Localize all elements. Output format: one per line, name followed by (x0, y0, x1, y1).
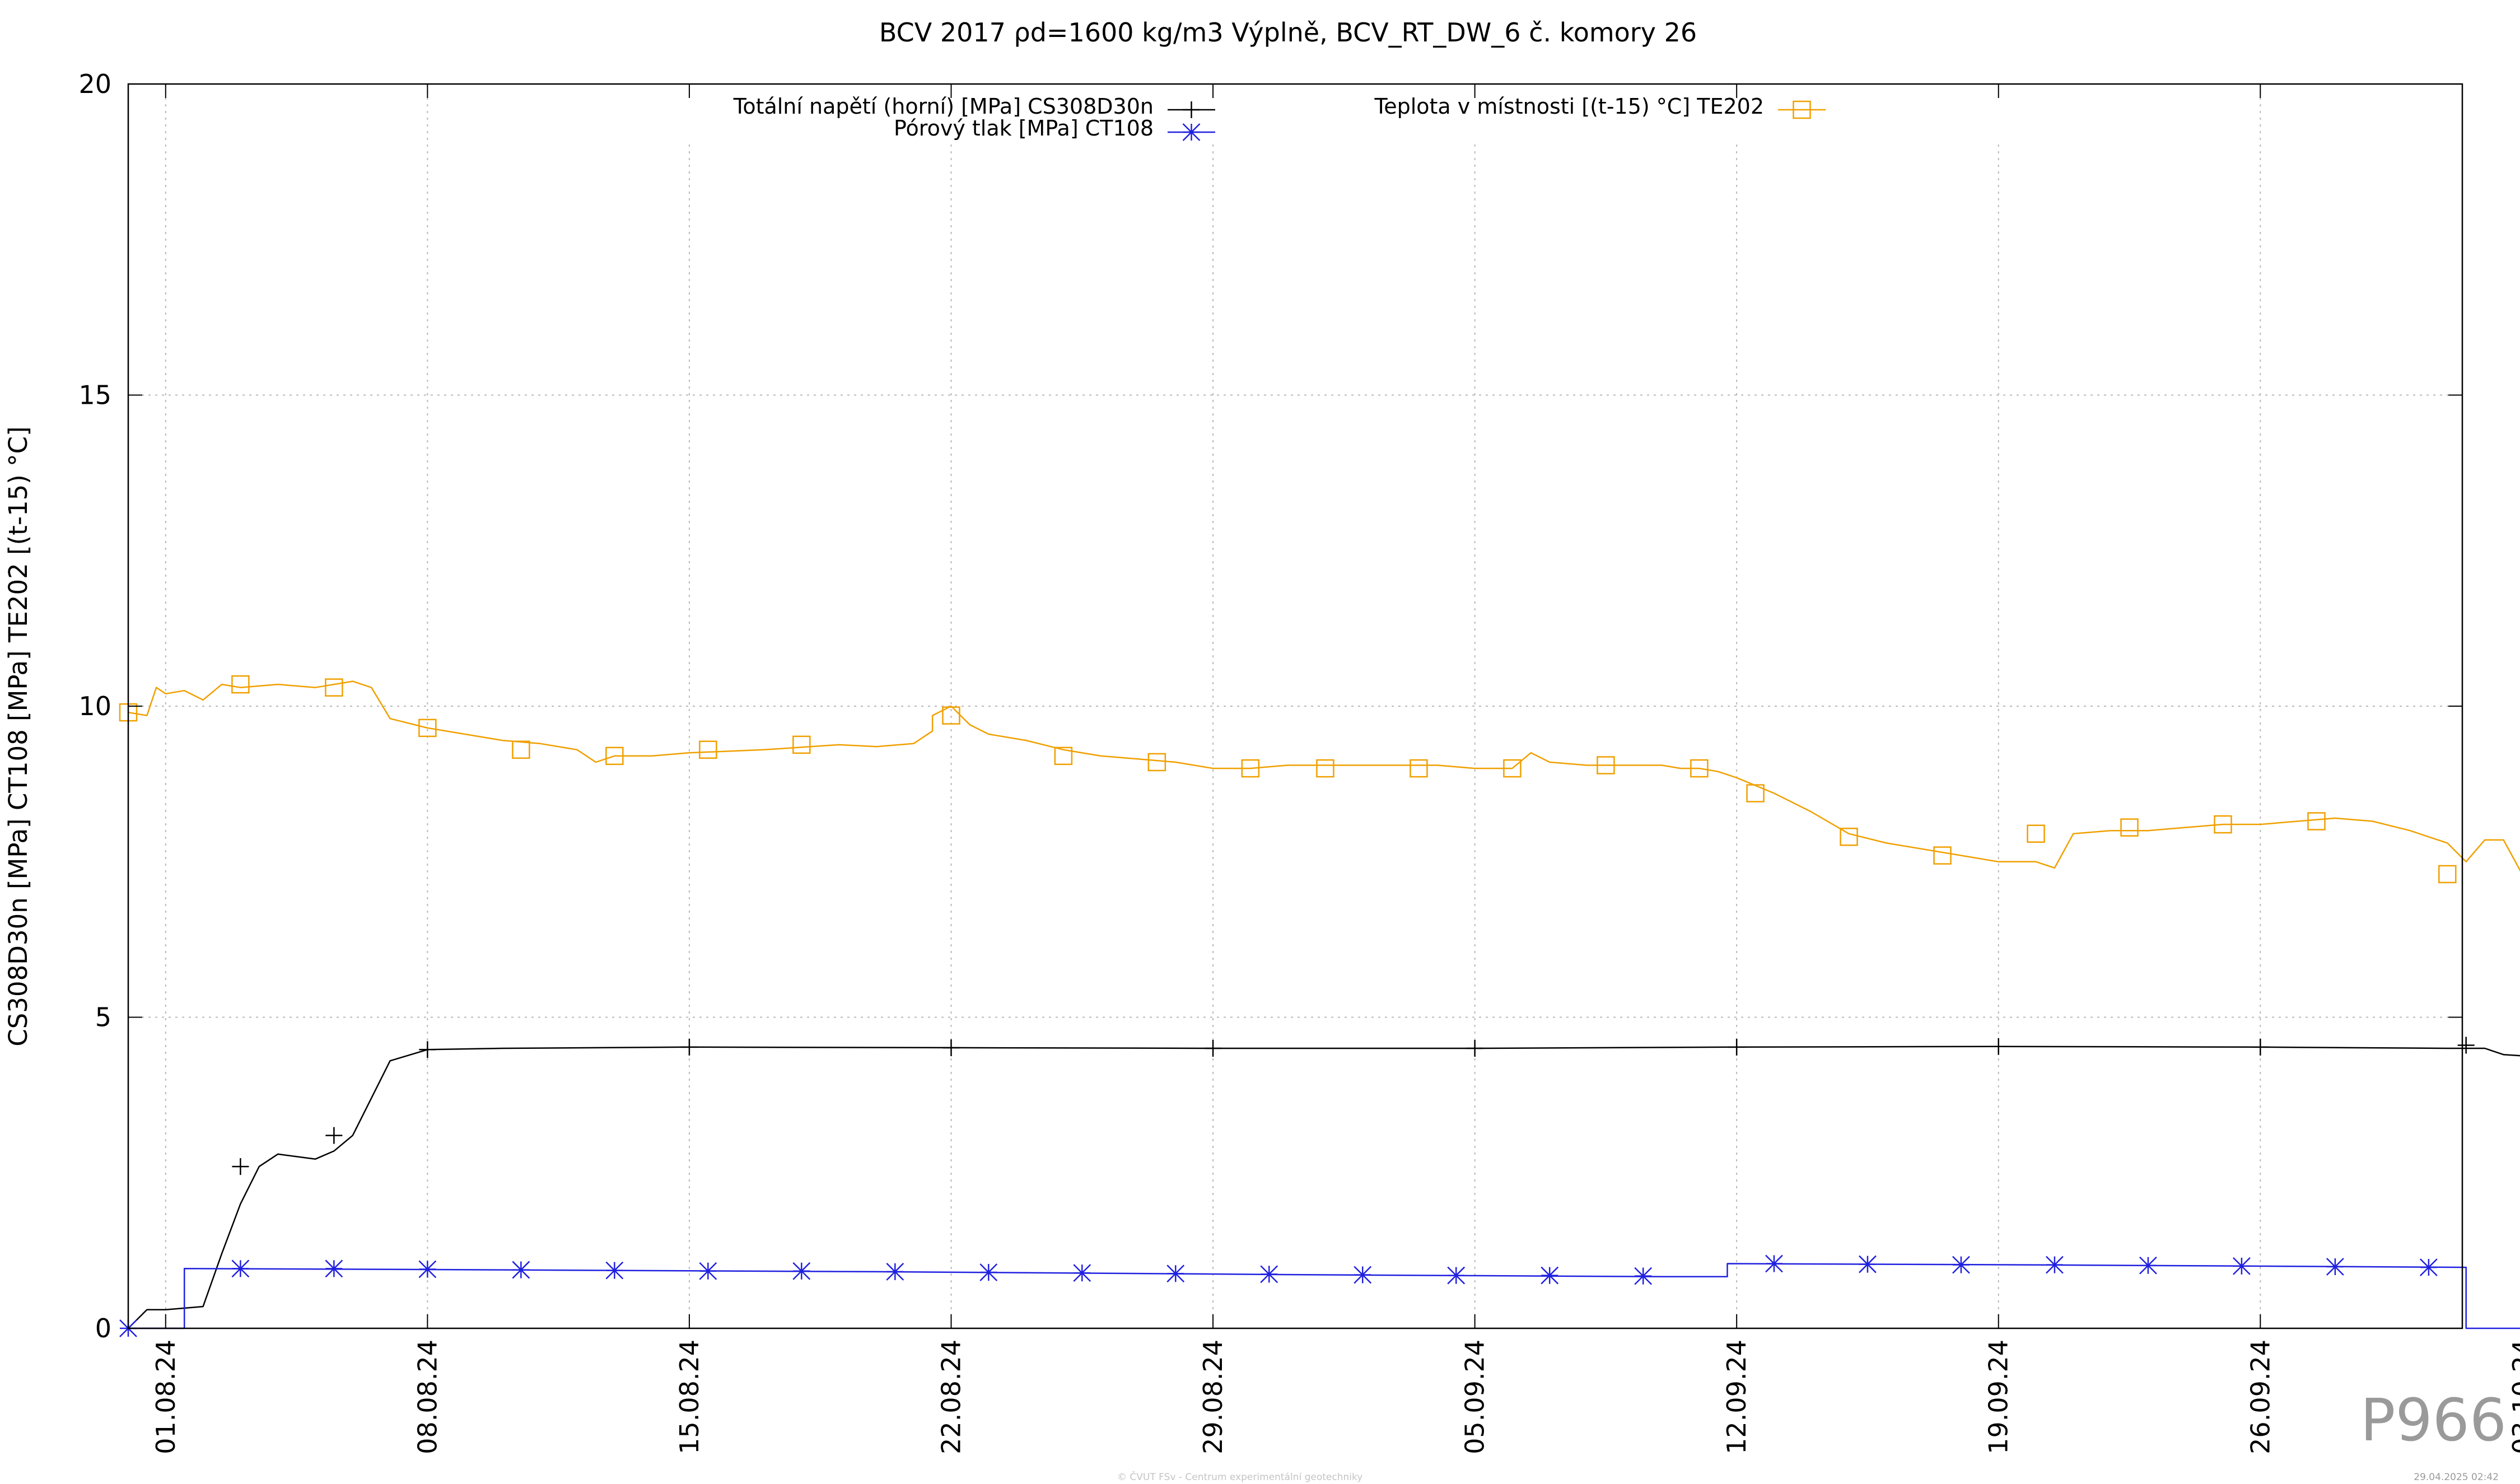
data-point (2214, 815, 2232, 834)
data-point (2139, 1256, 2157, 1275)
data-point (1859, 1255, 1877, 1273)
data-point (699, 740, 717, 759)
data-point (418, 1260, 437, 1278)
data-point (418, 718, 437, 738)
y-tick-label: 0 (95, 1313, 111, 1343)
data-point (325, 1259, 343, 1278)
data-point (1241, 759, 1260, 778)
series-1 (119, 1254, 2520, 1337)
data-point (1447, 1266, 1466, 1285)
data-point (2419, 1258, 2438, 1277)
legend-label: Teplota v místnosti [(t-15) °C] TE202 (1374, 94, 1764, 119)
data-point (2027, 824, 2045, 843)
chart-title: BCV 2017 ρd=1600 kg/m3 Výplně, BCV_RT_DW… (879, 17, 1697, 48)
data-point (2326, 1258, 2344, 1276)
x-tick-label: 19.09.24 (1984, 1340, 2014, 1454)
y-tick-label: 5 (95, 1002, 111, 1033)
data-point (1260, 1265, 1278, 1284)
data-point (680, 1038, 698, 1056)
page-id: P966 (2360, 1386, 2507, 1454)
data-point (2438, 865, 2457, 884)
plot-frame (127, 83, 2463, 1329)
data-point (1073, 1264, 1091, 1282)
data-point (1503, 759, 1522, 778)
data-point (419, 1041, 436, 1058)
data-point (231, 675, 250, 694)
data-point (1410, 759, 1428, 778)
x-tick-label: 01.08.24 (151, 1340, 181, 1454)
legend-label: Pórový tlak [MPa] CT108 (894, 116, 1154, 141)
data-point (1147, 753, 1166, 772)
data-point (1690, 759, 1709, 778)
data-point (1316, 759, 1334, 778)
data-point (1765, 1254, 1783, 1273)
x-tick-label: 29.08.24 (1198, 1340, 1228, 1454)
data-point (942, 706, 960, 725)
legend-marker (1182, 123, 1201, 141)
data-point (979, 1263, 998, 1281)
legend-marker (1793, 100, 1811, 119)
x-tick-label: 05.09.24 (1460, 1340, 1490, 1454)
y-axis-label: CS308D30n [MPa] CT108 [MPa] TE202 [(t-15… (3, 426, 33, 1046)
data-point (792, 1262, 811, 1280)
data-point (2457, 1037, 2475, 1054)
data-point (2046, 1256, 2064, 1274)
data-point (1166, 1264, 1185, 1283)
x-tick-label: 08.08.24 (412, 1340, 442, 1454)
data-point (1054, 746, 1073, 766)
data-point (605, 1261, 624, 1280)
data-point (1634, 1267, 1653, 1285)
copyright-footer: © ČVUT FSv - Centrum experimentální geot… (1117, 1472, 1363, 1483)
data-point (2120, 818, 2139, 837)
series-line (128, 1263, 2520, 1329)
date-footer: 29.04.2025 02:42 (2414, 1472, 2499, 1483)
data-point (1952, 1256, 1970, 1274)
data-point (232, 1158, 249, 1175)
data-point (1205, 1040, 1222, 1057)
axes: 0 5 10 15 20 01.08.24 08.08.24 15.08.24 22.08.24… (78, 69, 2520, 1454)
data-point (512, 1261, 530, 1279)
series-0 (128, 1037, 2520, 1329)
y-tick-label: 10 (78, 691, 111, 721)
data-point (792, 735, 811, 754)
data-point (512, 740, 530, 759)
series-2 (119, 675, 2520, 884)
x-tick-label: 22.08.24 (936, 1340, 966, 1454)
y-tick-label: 15 (78, 380, 111, 410)
data-point (325, 1127, 343, 1144)
data-point (1541, 1266, 1559, 1285)
data-point (1597, 756, 1615, 774)
x-tick-label: 15.08.24 (674, 1340, 704, 1454)
data-point (1990, 1038, 2007, 1055)
grid (128, 84, 2462, 1328)
data-point (1746, 784, 1765, 802)
data-point (2307, 812, 2326, 830)
series-line (128, 680, 2520, 872)
data-point (231, 1259, 250, 1278)
series-line (128, 1046, 2520, 1329)
data-point (886, 1263, 904, 1281)
legend: Totální napětí (horní) [MPa] CS308D30nPó… (733, 94, 1826, 141)
data-point (605, 746, 624, 766)
data-point (1933, 846, 1952, 865)
x-tick-label: 12.09.24 (1721, 1340, 1752, 1454)
data-point (699, 1262, 717, 1280)
y-tick-label: 20 (78, 69, 111, 99)
legend-label: Totální napětí (horní) [MPa] CS308D30n (733, 94, 1154, 119)
x-tick-label: 03.10.24 (2507, 1340, 2520, 1454)
data-point (325, 678, 343, 697)
data-point (1354, 1266, 1372, 1284)
series-layer (119, 675, 2520, 1337)
legend-marker (1183, 101, 1200, 118)
data-point (1840, 828, 1858, 846)
data-point (2252, 1038, 2269, 1056)
data-point (1728, 1038, 1746, 1056)
data-point (2233, 1257, 2251, 1275)
data-point (1466, 1040, 1483, 1057)
x-tick-label: 26.09.24 (2245, 1340, 2275, 1454)
data-point (942, 1039, 960, 1056)
